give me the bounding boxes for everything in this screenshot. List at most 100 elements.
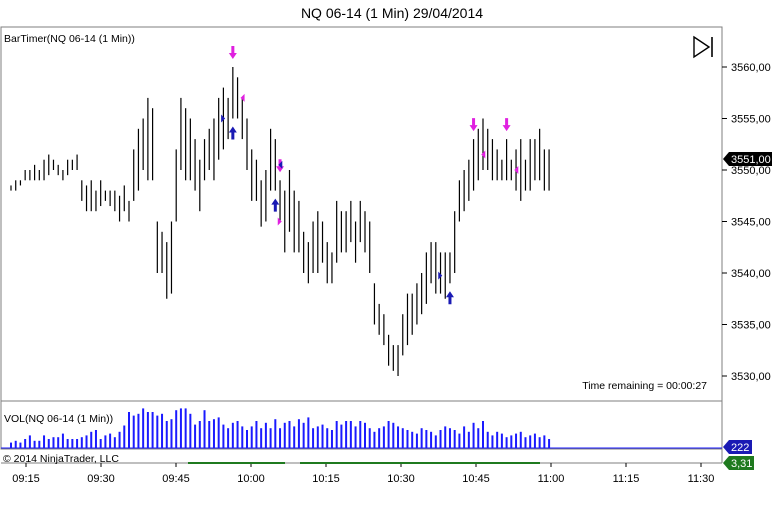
volume-bar <box>241 426 244 448</box>
time-tick-label: 10:15 <box>312 473 340 485</box>
volume-bar <box>99 439 102 448</box>
volume-bar <box>137 413 140 448</box>
volume-bar <box>411 431 414 448</box>
volume-bar <box>104 435 107 448</box>
volume-bar <box>118 431 121 448</box>
sell-arrow <box>228 46 237 59</box>
last-volume-text: 222 <box>731 442 749 454</box>
volume-bar <box>345 421 348 448</box>
volume-bar <box>543 435 546 448</box>
volume-bar <box>448 428 451 448</box>
volume-bar <box>184 408 187 448</box>
volume-bar <box>279 428 282 448</box>
volume-bar <box>415 433 418 448</box>
volume-bar <box>510 435 513 448</box>
volume-bar <box>28 435 31 448</box>
skip-forward-icon[interactable] <box>693 35 713 59</box>
price-tick-label: 3550,00 <box>731 165 771 177</box>
volume-bar <box>378 428 381 448</box>
volume-bar <box>505 437 508 448</box>
time-tick-label: 11:00 <box>538 473 565 485</box>
volume-bar <box>14 440 17 448</box>
small-value-text: 3,31 <box>731 458 752 470</box>
volume-bar <box>231 422 234 448</box>
volume-bar <box>430 431 433 448</box>
price-axis-ticks: 3560,00 3555,00 3550,00 3545,00 3540,00 3535,… <box>722 62 771 383</box>
volume-bar <box>43 435 46 448</box>
volume-bar <box>260 428 263 448</box>
chart-title: NQ 06-14 (1 Min) 29/04/2014 <box>300 5 484 21</box>
volume-bar <box>274 419 277 448</box>
volume-bar <box>439 430 442 448</box>
time-remaining-label: Time remaining = 00:00:27 <box>582 380 707 392</box>
buy-arrow <box>445 291 454 305</box>
volume-bar <box>444 426 447 448</box>
price-bars <box>10 67 550 376</box>
time-tick-label: 09:30 <box>87 473 115 485</box>
entry-marker <box>277 217 282 226</box>
volume-bar <box>482 421 484 448</box>
volume-bar <box>123 425 126 448</box>
volume-bar <box>10 442 12 448</box>
volume-bar <box>269 428 272 448</box>
volume-bar <box>250 426 253 448</box>
volume-bar <box>66 439 69 448</box>
sell-arrow <box>469 118 478 132</box>
volume-bar <box>222 424 225 448</box>
volume-bar <box>529 435 532 448</box>
volume-bar <box>373 431 376 448</box>
volume-bar <box>307 417 310 448</box>
volume-bar <box>533 433 536 448</box>
volume-bar <box>297 419 300 448</box>
volume-bar <box>283 422 286 448</box>
volume-bar <box>227 428 230 448</box>
volume-panel-label: VOL(NQ 06-14 (1 Min)) <box>4 413 113 425</box>
volume-bar <box>420 428 423 448</box>
volume-bars <box>10 408 551 448</box>
volume-bar <box>61 433 64 448</box>
volume-bar <box>52 437 55 448</box>
copyright-label: © 2014 NinjaTrader, LLC <box>3 453 119 465</box>
volume-bar <box>33 440 36 448</box>
volume-bar <box>165 421 168 448</box>
volume-bar <box>500 433 503 448</box>
volume-bar <box>76 439 79 448</box>
volume-bar <box>496 431 499 448</box>
price-tick-label: 3545,00 <box>731 217 771 229</box>
volume-bar <box>321 424 324 448</box>
volume-bar <box>198 421 201 448</box>
exit-marker <box>514 166 519 174</box>
volume-bar <box>349 421 352 448</box>
exit-marker <box>481 150 486 159</box>
volume-bar <box>316 426 319 448</box>
volume-bar <box>217 417 220 448</box>
volume-bar <box>128 412 130 448</box>
volume-bar <box>458 433 461 448</box>
volume-bar <box>477 428 480 448</box>
volume-bar <box>382 426 385 448</box>
volume-bar <box>302 422 305 448</box>
volume-bar <box>156 415 159 448</box>
time-tick-label: 11:30 <box>688 473 715 485</box>
volume-bar <box>340 424 343 448</box>
volume-bar <box>524 437 527 448</box>
volume-bar <box>463 426 466 448</box>
volume-bar <box>425 430 428 448</box>
volume-bar <box>80 437 83 448</box>
volume-bar <box>288 421 291 448</box>
price-panel-frame <box>0 26 723 402</box>
price-tick-label: 3530,00 <box>731 371 771 383</box>
volume-bar <box>326 428 329 448</box>
volume-bar <box>189 413 192 448</box>
time-axis-ticks: 09:15 09:30 09:45 10:00 10:15 10:30 10:45 11:00… <box>12 463 714 485</box>
last-volume-badge: 222 <box>723 440 752 454</box>
volume-bar <box>406 430 409 448</box>
volume-bar <box>335 421 338 448</box>
exit-marker <box>278 160 283 169</box>
volume-bar <box>548 439 551 448</box>
entry-marker <box>438 271 443 280</box>
volume-bar <box>85 435 88 448</box>
volume-bar <box>194 424 197 448</box>
volume-bar <box>208 421 211 448</box>
